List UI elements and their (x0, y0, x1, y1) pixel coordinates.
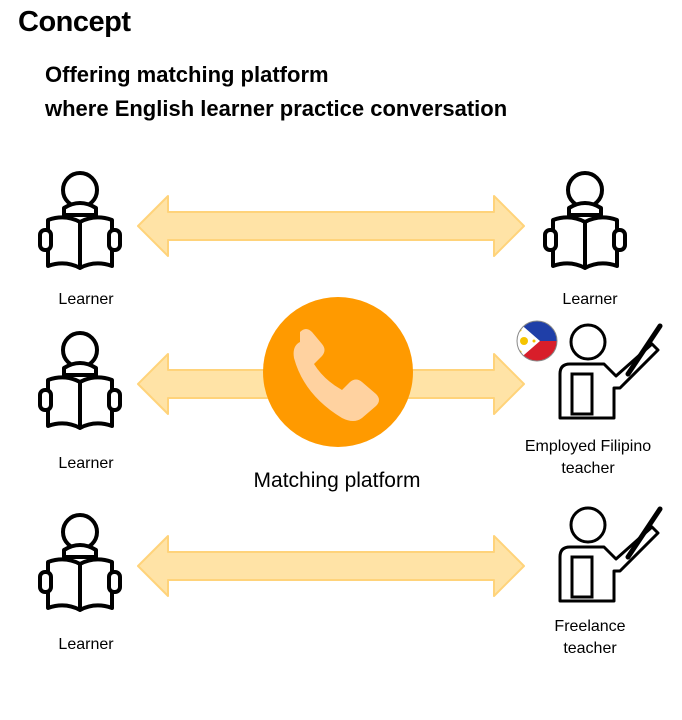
page-title: Concept (18, 6, 131, 38)
teacher-pointing-icon (560, 508, 660, 601)
learner-label-left-3: Learner (58, 636, 114, 653)
learner-label-right-1: Learner (562, 291, 618, 308)
freelance-teacher-label: Freelance teacher (520, 616, 660, 660)
teacher-pointing-icon (560, 325, 660, 418)
phone-icon (293, 329, 379, 421)
learner-reading-icon (38, 171, 122, 270)
employed-teacher-label-line-2: teacher (561, 460, 615, 477)
learner-label-left-2: Learner (58, 455, 114, 472)
employed-teacher-label: Employed Filipino teacher (504, 436, 672, 480)
freelance-teacher-label-line-2: teacher (563, 640, 617, 657)
double-arrow-row-3 (137, 535, 525, 597)
learner-reading-icon (38, 331, 122, 430)
subtitle-line-2: where English learner practice conversat… (45, 96, 508, 121)
double-arrow-row-1 (137, 195, 525, 257)
learner-reading-icon (543, 171, 627, 270)
employed-teacher-label-line-1: Employed Filipino (524, 438, 652, 455)
matching-platform-label: Matching platform (253, 469, 421, 492)
matching-platform-circle (263, 297, 413, 447)
philippines-flag-icon (516, 320, 558, 362)
learner-label-left-1: Learner (58, 291, 114, 308)
subtitle-line-1: Offering matching platform (45, 62, 329, 87)
freelance-teacher-label-line-1: Freelance (554, 618, 626, 635)
learner-reading-icon (38, 513, 122, 612)
